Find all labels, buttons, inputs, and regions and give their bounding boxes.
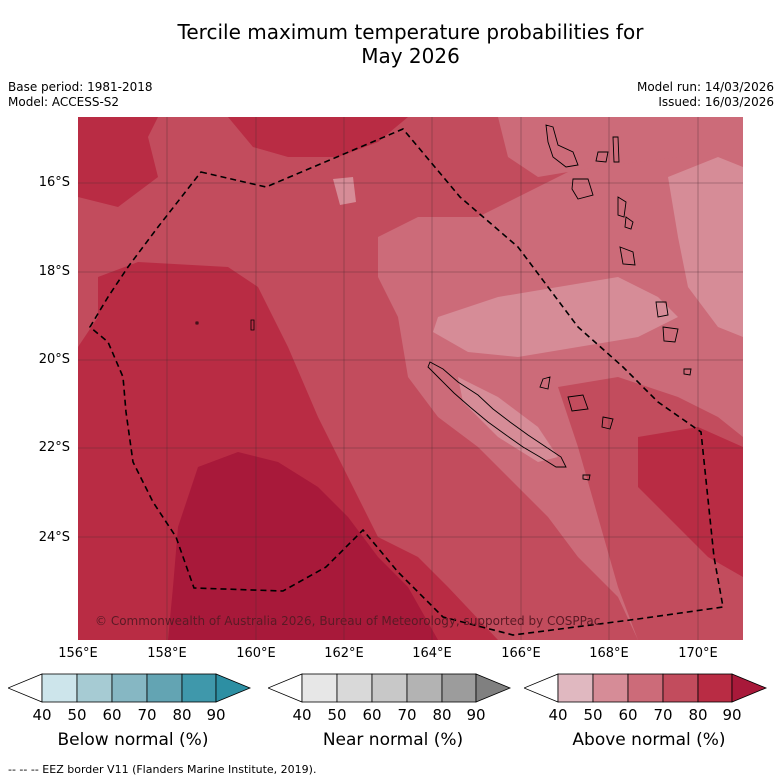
legend-above-60-70	[627, 673, 664, 703]
lon-label-160e: 160°E	[236, 646, 276, 661]
legend-below-tick: 40	[32, 706, 52, 724]
title-line-1: Tercile maximum temperature probabilitie…	[177, 20, 644, 44]
isle-of-pines	[582, 474, 591, 481]
meta-right: Model run: 14/03/2026 Issued: 16/03/2026	[637, 80, 774, 110]
eez-border	[88, 128, 724, 636]
legend-above-tick: 40	[548, 706, 568, 724]
lat-label-18s: 18°S	[38, 264, 70, 279]
lat-label-22s: 22°S	[38, 440, 70, 455]
legend-above-80-90	[697, 673, 733, 703]
title-line-2: May 2026	[361, 44, 460, 68]
contour-70-80-se	[638, 427, 743, 577]
solomon-atolls	[250, 319, 255, 331]
lon-label-170e: 170°E	[678, 646, 718, 661]
vanuatu-islands	[545, 124, 692, 376]
legend-above-high-arrow	[731, 673, 768, 703]
legend-below-tick: 70	[137, 706, 157, 724]
legend-near-80-90	[441, 673, 477, 703]
legend-below-title: Below normal (%)	[57, 730, 209, 750]
base-period: Base period: 1981-2018	[8, 80, 153, 94]
legend-near-tick: 80	[432, 706, 452, 724]
model-name: Model: ACCESS-S2	[8, 95, 120, 109]
legend-near-normal: 40 50 60 70 80 90 Near normal (%)	[268, 670, 518, 760]
legend-below-ticks: 40 50 60 70 80 90	[8, 706, 258, 726]
legend-near-60-70	[371, 673, 408, 703]
legend-near-70-80	[406, 673, 443, 703]
legend-above-50-60	[592, 673, 629, 703]
legend-near-tick: 70	[397, 706, 417, 724]
legend-near-50-60	[336, 673, 373, 703]
lat-label-24s: 24°S	[38, 530, 70, 545]
copyright-notice: © Commonwealth of Australia 2026, Bureau…	[95, 614, 601, 628]
legend-below-40-50	[41, 673, 78, 703]
legend-below-high-arrow	[215, 673, 252, 703]
chesterfield-reefs	[195, 321, 199, 325]
lon-label-162e: 162°E	[324, 646, 364, 661]
legend-above-tick: 50	[583, 706, 603, 724]
model-run: Model run: 14/03/2026	[636, 80, 774, 94]
legend-above-tick: 80	[688, 706, 708, 724]
contour-80-90-sw	[168, 452, 438, 640]
legend-above-low-arrow	[524, 673, 559, 703]
map-title: Tercile maximum temperature probabilitie…	[0, 20, 781, 68]
meta-left: Base period: 1981-2018 Model: ACCESS-S2	[8, 80, 153, 110]
lon-label-168e: 168°E	[589, 646, 629, 661]
legend-below-tick: 80	[172, 706, 192, 724]
legend-below-60-70	[111, 673, 148, 703]
legend-above-40-50	[557, 673, 594, 703]
legend-near-high-arrow	[475, 673, 512, 703]
legend-near-tick: 90	[466, 706, 486, 724]
legend-below-80-90	[181, 673, 217, 703]
legend-near-40-50	[301, 673, 338, 703]
lat-label-20s: 20°S	[38, 352, 70, 367]
contour-40-50-east	[668, 157, 743, 337]
legend-near-tick: 60	[362, 706, 382, 724]
legend-below-tick: 50	[67, 706, 87, 724]
issued-date: Issued: 16/03/2026	[658, 95, 774, 109]
contour-70-80-n	[228, 117, 408, 157]
loyalty-islands	[539, 376, 614, 430]
legend-above-normal: 40 50 60 70 80 90 Above normal (%)	[524, 670, 774, 760]
eez-footer-note: -- -- -- EEZ border V11 (Flanders Marine…	[8, 763, 317, 776]
legend-below-low-arrow	[8, 673, 43, 703]
legend-above-tick: 90	[722, 706, 742, 724]
probability-map	[78, 117, 743, 640]
grid-lines	[78, 117, 743, 640]
new-caledonia-island	[427, 361, 567, 468]
lon-label-164e: 164°E	[412, 646, 452, 661]
legend-below-normal: 40 50 60 70 80 90 Below normal (%)	[8, 670, 258, 760]
legend-below-50-60	[76, 673, 113, 703]
legend-above-tick: 60	[618, 706, 638, 724]
contour-40-50-small	[333, 177, 356, 205]
legend-above-title: Above normal (%)	[572, 730, 726, 750]
legend-near-low-arrow	[268, 673, 303, 703]
legend-below-70-80	[146, 673, 183, 703]
legend-near-ticks: 40 50 60 70 80 90	[268, 706, 518, 726]
lat-label-16s: 16°S	[38, 175, 70, 190]
lon-label-156e: 156°E	[58, 646, 98, 661]
contour-70-80-nw	[78, 117, 158, 207]
legend-near-title: Near normal (%)	[322, 730, 464, 750]
legend-near-tick: 40	[292, 706, 312, 724]
contour-40-50-center	[433, 277, 678, 357]
legend-below-tick: 90	[206, 706, 226, 724]
lon-label-166e: 166°E	[501, 646, 541, 661]
legend-below-tick: 60	[102, 706, 122, 724]
legend-above-70-80	[662, 673, 699, 703]
contour-40-50-stripe	[458, 377, 558, 462]
lon-label-158e: 158°E	[147, 646, 187, 661]
legend-above-tick: 70	[653, 706, 673, 724]
legend-above-ticks: 40 50 60 70 80 90	[524, 706, 774, 726]
legend-near-tick: 50	[327, 706, 347, 724]
